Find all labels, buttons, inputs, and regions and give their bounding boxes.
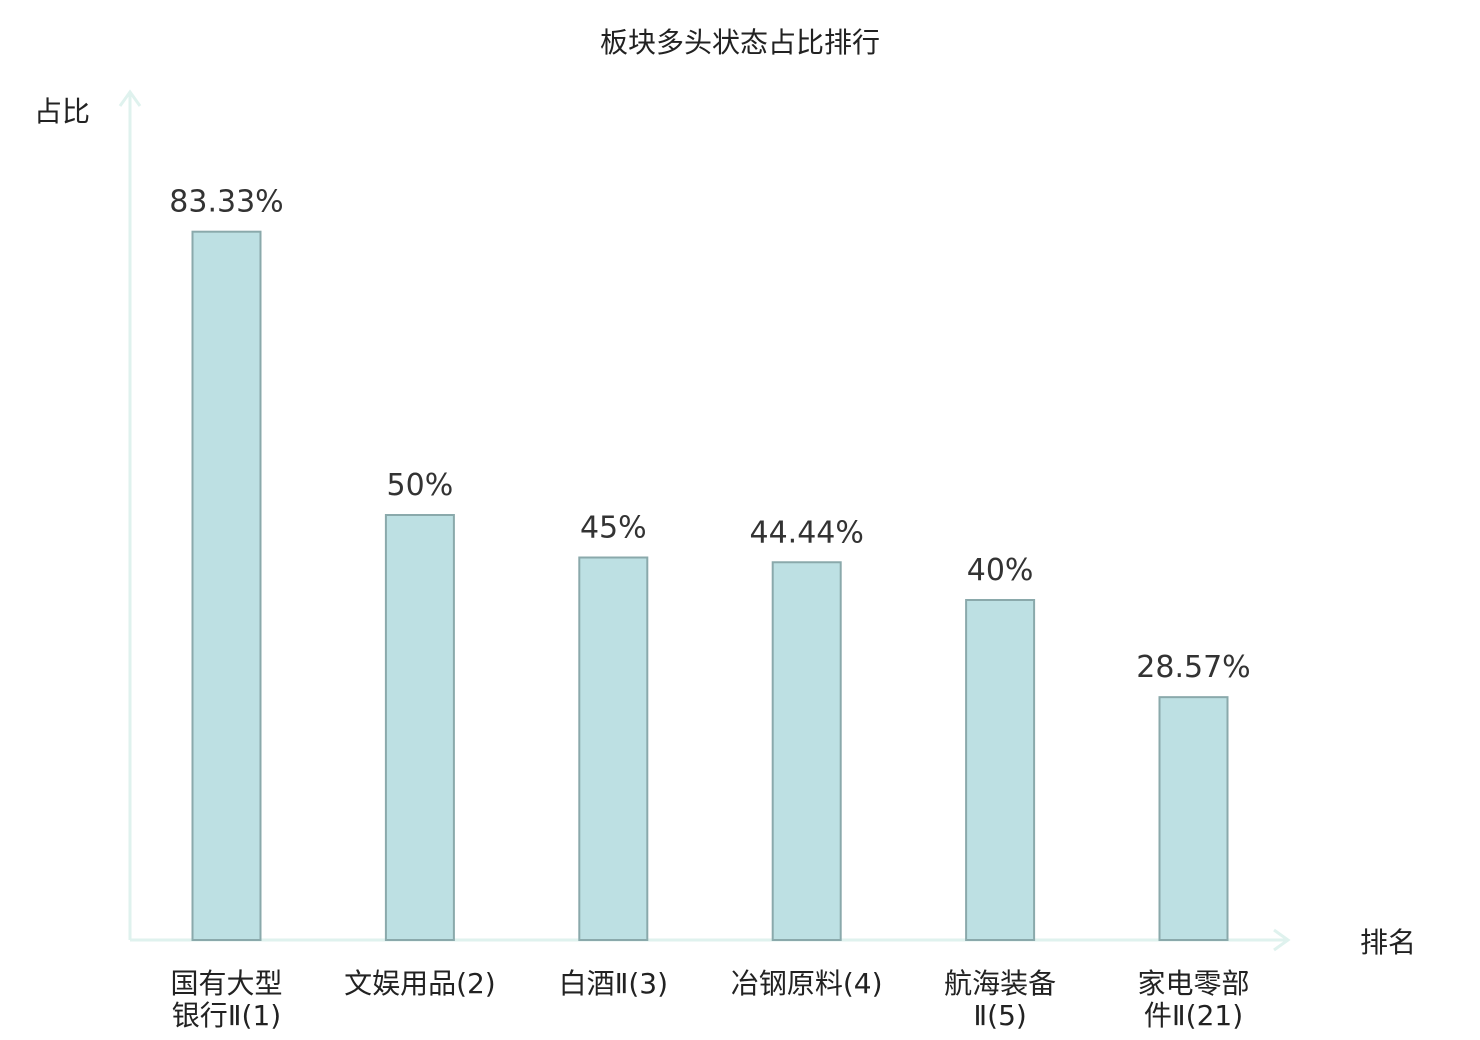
- category-label-1: 国有大型银行Ⅱ(1): [170, 967, 282, 1032]
- category-label-3: 白酒Ⅱ(3): [559, 967, 668, 1000]
- category-label-line: 件Ⅱ(21): [1144, 999, 1243, 1032]
- bar-1: [191, 230, 262, 941]
- category-label-line: 家电零部: [1137, 967, 1249, 1000]
- category-labels-group: 国有大型银行Ⅱ(1) 文娱用品(2) 白酒Ⅱ(3) 冶钢原料(4) 航海装备 Ⅱ(5) 家电…: [170, 967, 1249, 1032]
- bar-4: [771, 561, 842, 941]
- value-label-4: 44.44%: [750, 515, 864, 550]
- category-label-line: 航海装备: [944, 967, 1056, 1000]
- x-axis-arrow: [1273, 928, 1291, 952]
- value-label-2: 50%: [387, 468, 454, 503]
- bar-5: [965, 599, 1036, 941]
- category-label-4: 冶钢原料(4): [731, 967, 883, 1000]
- value-label-3: 45%: [580, 511, 647, 546]
- value-label-6: 28.57%: [1136, 650, 1250, 685]
- value-label-5: 40%: [967, 553, 1034, 588]
- y-axis-label: 占比: [34, 95, 90, 128]
- category-label-line: 冶钢原料(4): [731, 967, 883, 1000]
- category-label-line: 文娱用品(2): [344, 967, 496, 1000]
- bar-6: [1158, 696, 1229, 942]
- category-label-5: 航海装备 Ⅱ(5): [944, 967, 1056, 1032]
- category-label-6: 家电零部件Ⅱ(21): [1137, 967, 1249, 1032]
- value-labels-group: 83.33% 50% 45% 44.44% 40% 28.57%: [169, 185, 1250, 685]
- value-label-1: 83.33%: [169, 185, 283, 220]
- category-label-line: 白酒Ⅱ(3): [559, 967, 668, 1000]
- bars-group: [191, 230, 1229, 942]
- bar-3: [578, 556, 649, 941]
- category-label-line: 银行Ⅱ(1): [172, 999, 281, 1032]
- category-label-line: 国有大型: [170, 967, 282, 1000]
- chart-title: 板块多头状态占比排行: [600, 26, 880, 59]
- category-label-2: 文娱用品(2): [344, 967, 496, 1000]
- x-axis-label: 排名: [1360, 926, 1416, 959]
- category-label-line: Ⅱ(5): [973, 999, 1026, 1032]
- bar-2: [384, 514, 455, 941]
- y-axis-arrow: [118, 89, 142, 107]
